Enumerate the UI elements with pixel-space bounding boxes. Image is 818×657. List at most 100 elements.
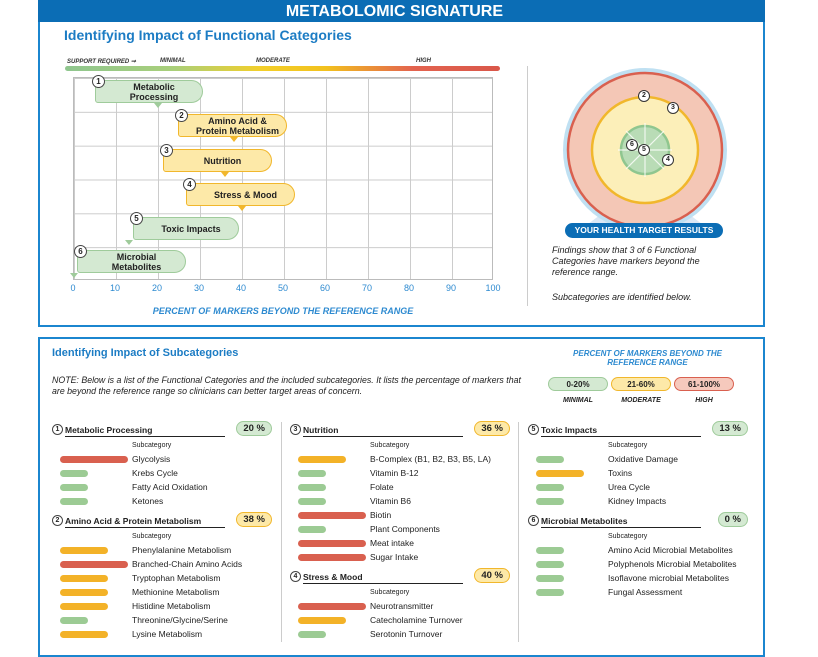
subcategory-row: Biotin bbox=[290, 509, 510, 523]
subcategory-label: Tryptophan Metabolism bbox=[132, 573, 221, 583]
category-bubble: 4 Stress & Mood bbox=[183, 178, 295, 211]
section-number: 2 bbox=[52, 515, 63, 526]
category-label: Nutrition bbox=[203, 155, 242, 166]
x-tick-label: 40 bbox=[235, 283, 247, 293]
subcategory-label: Glycolysis bbox=[132, 454, 171, 464]
severity-bar-moderate bbox=[60, 575, 108, 582]
column-divider bbox=[518, 422, 519, 642]
subcategory-row: Sugar Intake bbox=[290, 551, 510, 565]
subcategory-row: Isoflavone microbial Metabolites bbox=[528, 572, 748, 586]
category-value-pointer bbox=[124, 240, 133, 245]
subcategory-label: Methionine Metabolism bbox=[132, 587, 220, 597]
severity-bar-minimal bbox=[60, 498, 88, 505]
subcategory-label: Vitamin B6 bbox=[370, 496, 411, 506]
column-divider bbox=[281, 422, 282, 642]
severity-bar-minimal bbox=[536, 498, 564, 505]
x-tick-label: 70 bbox=[361, 283, 373, 293]
subcategory-row: Toxins bbox=[528, 467, 748, 481]
severity-bar-minimal bbox=[60, 617, 88, 624]
x-tick-label: 100 bbox=[485, 283, 501, 293]
page-banner: METABOLOMIC SIGNATURE bbox=[38, 0, 765, 22]
subcategory-label: Ketones bbox=[132, 496, 164, 506]
subcategory-row: Tryptophan Metabolism bbox=[52, 572, 272, 586]
subcategory-row: Phenylalanine Metabolism bbox=[52, 544, 272, 558]
category-bubble: 1 Metabolic Processing bbox=[92, 75, 203, 108]
section-percent-badge: 40 % bbox=[474, 568, 510, 583]
section-title: Amino Acid & Protein Metabolism bbox=[65, 516, 225, 528]
category-number: 5 bbox=[130, 212, 143, 225]
category-section: 3 Nutrition 36 % Subcategory B-Complex (B1, … bbox=[290, 421, 510, 565]
severity-bar-high bbox=[60, 561, 128, 568]
severity-bar-minimal bbox=[298, 498, 326, 505]
subcategory-label: Oxidative Damage bbox=[608, 454, 678, 464]
subcategory-row: Catecholamine Turnover bbox=[290, 614, 510, 628]
subcategory-row: Krebs Cycle bbox=[52, 467, 272, 481]
legend-caption: MINIMAL bbox=[563, 397, 593, 404]
severity-bar-minimal bbox=[298, 526, 326, 533]
category-bubble: 3 Nutrition bbox=[160, 144, 272, 177]
section-number: 5 bbox=[528, 424, 539, 435]
subcategory-label: B-Complex (B1, B2, B3, B5, LA) bbox=[370, 454, 491, 464]
severity-bar-high bbox=[298, 554, 366, 561]
section-title: Metabolic Processing bbox=[65, 425, 225, 437]
health-target-banner: YOUR HEALTH TARGET RESULTS bbox=[565, 223, 723, 238]
category-number: 2 bbox=[175, 109, 188, 122]
section-number: 1 bbox=[52, 424, 63, 435]
section-header: 1 Metabolic Processing 20 % bbox=[52, 421, 272, 438]
functional-title: Identifying Impact of Functional Categor… bbox=[64, 27, 352, 43]
findings-text: Findings show that 3 of 6 Functional Cat… bbox=[552, 245, 700, 277]
x-tick-label: 10 bbox=[109, 283, 121, 293]
category-label: Metabolic Processing bbox=[129, 81, 179, 102]
subcategory-label: Phenylalanine Metabolism bbox=[132, 545, 232, 555]
severity-bar-minimal bbox=[536, 589, 564, 596]
section-number: 6 bbox=[528, 515, 539, 526]
subcategory-label: Catecholamine Turnover bbox=[370, 615, 463, 625]
subcategory-label: Vitamin B-12 bbox=[370, 468, 419, 478]
legend-pill: 61-100% bbox=[674, 377, 734, 391]
subcategory-row: Polyphenols Microbial Metabolites bbox=[528, 558, 748, 572]
section-header: 5 Toxic Impacts 13 % bbox=[528, 421, 748, 438]
x-tick-label: 90 bbox=[445, 283, 457, 293]
x-tick-label: 20 bbox=[151, 283, 163, 293]
severity-bar-minimal bbox=[60, 484, 88, 491]
subcategory-row: Glycolysis bbox=[52, 453, 272, 467]
section-title: Stress & Mood bbox=[303, 572, 463, 584]
subcategory-label: Urea Cycle bbox=[608, 482, 651, 492]
severity-bar-moderate bbox=[60, 631, 108, 638]
category-label: Stress & Mood bbox=[213, 189, 277, 200]
target-marker: 5 bbox=[638, 144, 650, 156]
severity-bar-minimal bbox=[536, 456, 564, 463]
target-marker: 6 bbox=[626, 139, 638, 151]
subcategory-row: Vitamin B-12 bbox=[290, 467, 510, 481]
subcategory-header: Subcategory bbox=[608, 533, 648, 540]
category-section: 2 Amino Acid & Protein Metabolism 38 % Subc… bbox=[52, 512, 272, 642]
category-number: 4 bbox=[183, 178, 196, 191]
severity-bar-minimal bbox=[536, 575, 564, 582]
category-number: 1 bbox=[92, 75, 105, 88]
x-tick-label: 60 bbox=[319, 283, 331, 293]
subcategory-row: Fungal Assessment bbox=[528, 586, 748, 600]
scale-high-label: HIGH bbox=[416, 58, 431, 64]
section-number: 3 bbox=[290, 424, 301, 435]
subcategory-row: Urea Cycle bbox=[528, 481, 748, 495]
severity-bar-moderate bbox=[60, 603, 108, 610]
subcategory-label: Fungal Assessment bbox=[608, 587, 683, 597]
subcategory-row: Ketones bbox=[52, 495, 272, 509]
severity-bar-minimal bbox=[60, 470, 88, 477]
subcategory-column: 5 Toxic Impacts 13 % Subcategory Oxidative D… bbox=[528, 421, 748, 606]
subcategory-column: 1 Metabolic Processing 20 % Subcategory Glyc… bbox=[52, 421, 272, 648]
category-value-pointer bbox=[70, 273, 78, 278]
subcategory-label: Isoflavone microbial Metabolites bbox=[608, 573, 729, 583]
subcategory-row: Folate bbox=[290, 481, 510, 495]
subcategory-label: Amino Acid Microbial Metabolites bbox=[608, 545, 733, 555]
subcategory-label: Biotin bbox=[370, 510, 392, 520]
subcategory-header: Subcategory bbox=[132, 533, 172, 540]
severity-bar-minimal bbox=[536, 484, 564, 491]
subcategories-title: Identifying Impact of Subcategories bbox=[52, 347, 239, 359]
subcategory-row: Methionine Metabolism bbox=[52, 586, 272, 600]
subcategory-row: Amino Acid Microbial Metabolites bbox=[528, 544, 748, 558]
subcategory-label: Meat intake bbox=[370, 538, 414, 548]
subcategory-label: Fatty Acid Oxidation bbox=[132, 482, 208, 492]
subcategory-row: Serotonin Turnover bbox=[290, 628, 510, 642]
category-section: 1 Metabolic Processing 20 % Subcategory Glyc… bbox=[52, 421, 272, 509]
